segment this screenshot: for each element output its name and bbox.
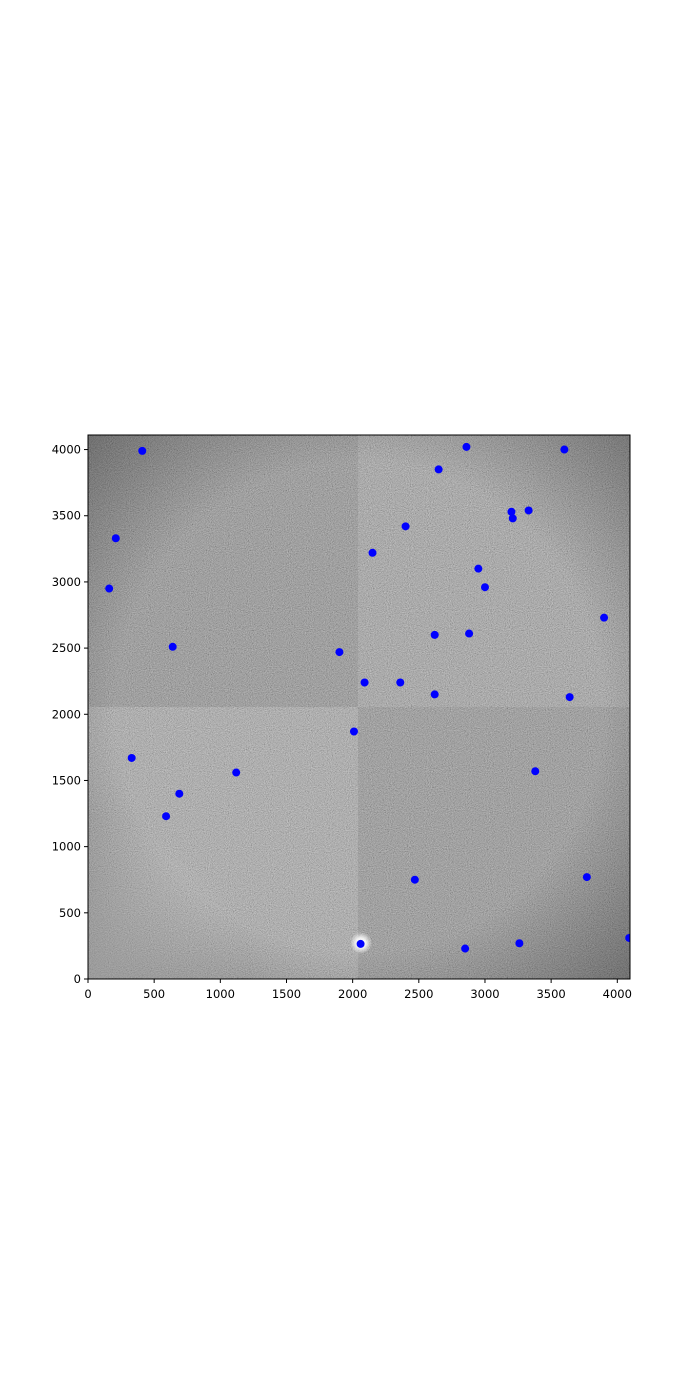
data-point-32 bbox=[356, 939, 365, 948]
data-point-27 bbox=[162, 812, 171, 821]
data-point-19 bbox=[396, 678, 405, 687]
ccd-corner-glow bbox=[88, 435, 630, 979]
x-tick-label-4: 2000 bbox=[338, 987, 367, 1001]
data-point-1 bbox=[462, 442, 471, 451]
x-tick-label-2: 1000 bbox=[206, 987, 235, 1001]
data-point-14 bbox=[430, 630, 439, 639]
x-tick-label-6: 3000 bbox=[470, 987, 499, 1001]
y-tick-label-1: 500 bbox=[59, 906, 81, 920]
x-tick-label-3: 1500 bbox=[272, 987, 301, 1001]
data-point-18 bbox=[360, 678, 369, 687]
data-point-29 bbox=[410, 875, 419, 884]
data-point-4 bbox=[524, 506, 533, 515]
y-tick-label-5: 2500 bbox=[52, 641, 81, 655]
data-point-31 bbox=[515, 939, 524, 948]
y-tick-label-3: 1500 bbox=[52, 773, 81, 787]
x-tick-label-1: 500 bbox=[143, 987, 165, 1001]
data-point-17 bbox=[335, 648, 344, 657]
data-point-6 bbox=[508, 514, 517, 523]
data-point-21 bbox=[565, 693, 574, 702]
data-point-22 bbox=[349, 727, 358, 736]
data-point-30 bbox=[625, 933, 630, 942]
y-tick-label-7: 3500 bbox=[52, 509, 81, 523]
data-point-3 bbox=[434, 465, 443, 474]
data-point-16 bbox=[168, 642, 177, 651]
data-point-15 bbox=[465, 629, 474, 638]
x-tick-label-8: 4000 bbox=[603, 987, 632, 1001]
data-point-25 bbox=[531, 767, 540, 776]
data-point-12 bbox=[480, 583, 489, 592]
plot-area bbox=[88, 435, 630, 979]
x-tick-label-7: 3500 bbox=[536, 987, 565, 1001]
y-tick-label-4: 2000 bbox=[52, 707, 81, 721]
y-tick-label-6: 3000 bbox=[52, 575, 81, 589]
y-tick-label-0: 0 bbox=[74, 972, 81, 986]
data-point-13 bbox=[600, 613, 609, 622]
y-axis: 0 500 1000 1500 2000 2500 3000 3500 4000 bbox=[52, 443, 88, 986]
data-point-33 bbox=[461, 944, 470, 953]
data-point-2 bbox=[560, 445, 569, 454]
data-point-28 bbox=[582, 873, 591, 882]
data-point-0 bbox=[138, 446, 147, 455]
data-point-8 bbox=[111, 534, 120, 543]
x-tick-label-0: 0 bbox=[84, 987, 91, 1001]
x-axis: 0 500 1000 1500 2000 2500 3000 3500 4000 bbox=[84, 979, 632, 1001]
data-point-26 bbox=[175, 789, 184, 798]
data-point-23 bbox=[127, 753, 136, 762]
data-point-9 bbox=[368, 548, 377, 557]
x-tick-label-5: 2500 bbox=[404, 987, 433, 1001]
data-point-24 bbox=[232, 768, 241, 777]
points-layer bbox=[105, 442, 630, 953]
data-point-5 bbox=[507, 507, 516, 516]
data-point-11 bbox=[105, 584, 114, 593]
y-tick-label-8: 4000 bbox=[52, 443, 81, 457]
plot-frame bbox=[87, 434, 631, 980]
data-point-7 bbox=[401, 522, 410, 531]
y-tick-label-2: 1000 bbox=[52, 840, 81, 854]
data-point-10 bbox=[474, 564, 483, 573]
data-point-20 bbox=[430, 690, 439, 699]
